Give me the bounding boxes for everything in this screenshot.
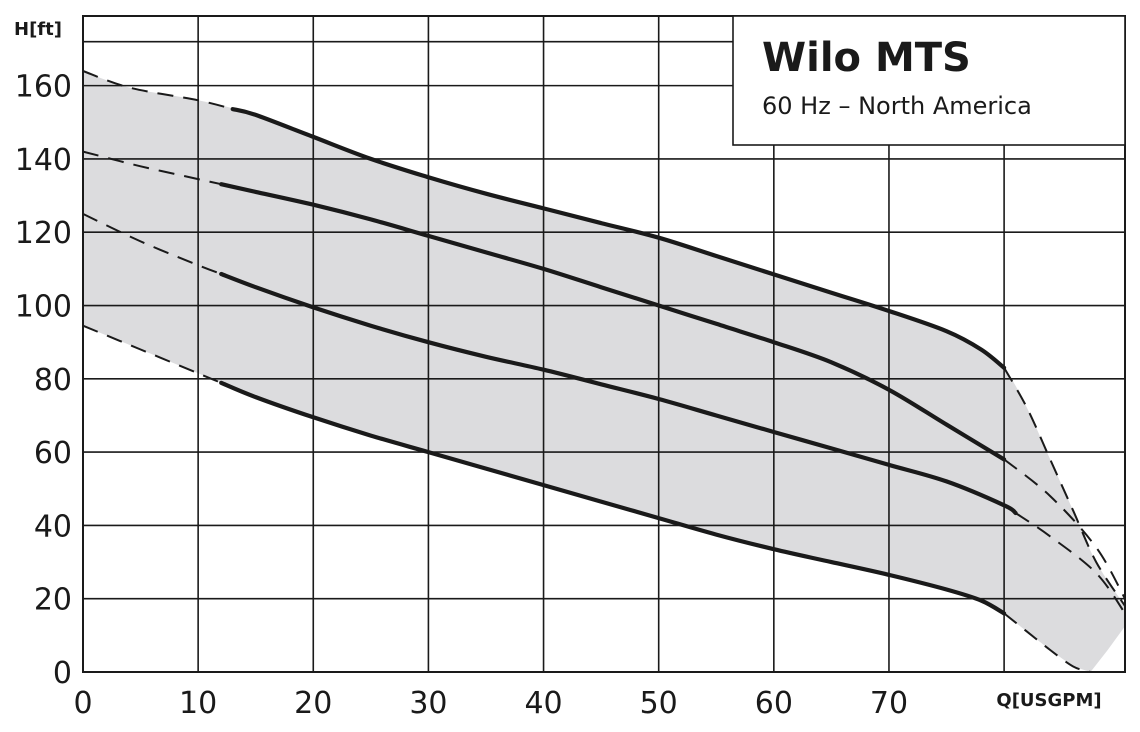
curve-dashed-start bbox=[82, 212, 222, 275]
x-tick-label: 10 bbox=[179, 686, 217, 721]
x-tick-label: 20 bbox=[294, 686, 332, 721]
x-tick-label: 30 bbox=[409, 686, 447, 721]
curve-solid bbox=[219, 380, 1007, 616]
curve-dashed-start bbox=[82, 70, 233, 111]
y-tick-label: 0 bbox=[53, 656, 72, 691]
x-tick-label: 0 bbox=[73, 686, 92, 721]
operating-band-area bbox=[83, 71, 1125, 672]
y-tick-label: 60 bbox=[34, 436, 72, 471]
chart-subtitle: 60 Hz – North America bbox=[762, 92, 1032, 120]
y-axis-unit-label: H[ft] bbox=[14, 19, 62, 40]
curve-solid bbox=[219, 271, 1018, 516]
curve-solid bbox=[230, 107, 1007, 370]
y-tick-label: 160 bbox=[15, 70, 72, 105]
title-box: Wilo MTS 60 Hz – North America bbox=[732, 15, 1126, 146]
tick-labels: 0 10 20 30 40 50 60 70 0 20 40 60 80 100 120 140 160 bbox=[15, 70, 908, 721]
curve-dashed-end bbox=[1003, 458, 1126, 600]
curve-dashed-end bbox=[1003, 367, 1126, 607]
x-tick-label: 40 bbox=[524, 686, 562, 721]
pump-curves bbox=[82, 70, 1126, 673]
y-tick-label: 120 bbox=[15, 216, 72, 251]
plot-frame bbox=[82, 15, 1126, 673]
title-box-frame bbox=[732, 15, 1126, 146]
chart-title: Wilo MTS bbox=[762, 35, 971, 81]
y-tick-label: 80 bbox=[34, 363, 72, 398]
curve-dashed-start bbox=[82, 150, 222, 186]
x-tick-label: 50 bbox=[640, 686, 678, 721]
y-tick-label: 140 bbox=[15, 143, 72, 178]
curve-dashed-start bbox=[82, 324, 222, 384]
x-axis-unit-label: Q[USGPM] bbox=[996, 690, 1101, 711]
y-tick-label: 20 bbox=[34, 583, 72, 618]
x-tick-label: 60 bbox=[755, 686, 793, 721]
x-tick-label: 70 bbox=[870, 686, 908, 721]
curve-dashed-end bbox=[1003, 612, 1091, 673]
y-tick-label: 100 bbox=[15, 290, 72, 325]
y-tick-label: 40 bbox=[34, 509, 72, 544]
curve-solid bbox=[219, 182, 1007, 462]
